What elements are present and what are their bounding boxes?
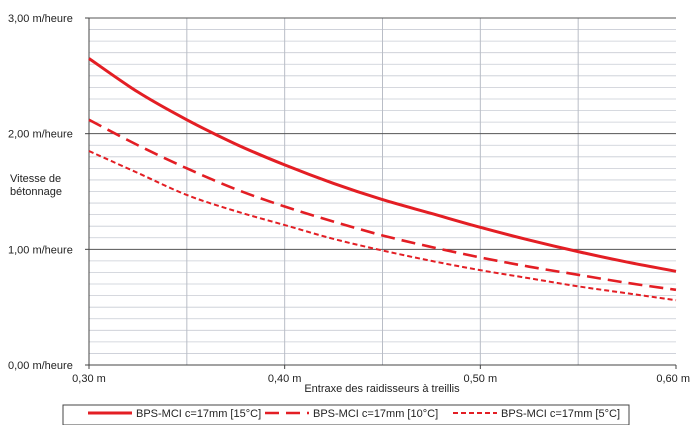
- series-line-3: [88, 150, 677, 302]
- legend-label-1: BPS-MCI c=17mm [15°C]: [136, 408, 261, 420]
- y-tick-label: 0,00 m/heure: [8, 360, 73, 372]
- minor-grid: [89, 18, 676, 365]
- axes: [85, 17, 677, 369]
- series-line-1: [88, 57, 677, 273]
- series-layer: [88, 57, 677, 302]
- y-tick-label: 1,00 m/heure: [8, 244, 73, 256]
- legend: BPS-MCI c=17mm [15°C] BPS-MCI c=17mm [10°…: [62, 404, 630, 425]
- legend-label-3: BPS-MCI c=17mm [5°C]: [501, 408, 620, 420]
- legend-label-2: BPS-MCI c=17mm [10°C]: [313, 408, 438, 420]
- x-tick-labels: 0,30 m 0,40 m 0,50 m 0,60 m: [72, 373, 690, 385]
- x-tick-label: 0,30 m: [72, 373, 106, 385]
- x-tick-label: 0,60 m: [656, 373, 690, 385]
- y-tick-label: 2,00 m/heure: [8, 129, 73, 141]
- x-tick-label: 0,50 m: [464, 373, 498, 385]
- legend-box: [62, 404, 630, 425]
- y-tick-labels: 0,00 m/heure 1,00 m/heure 2,00 m/heure 3,00…: [8, 13, 73, 372]
- series-line-2: [88, 118, 677, 292]
- x-tick-label: 0,40 m: [268, 373, 302, 385]
- y-axis-title-line-1: Vitesse de: [10, 173, 61, 185]
- x-axis-title: Entraxe des raidisseurs à treillis: [304, 383, 460, 395]
- y-axis-title-line-2: bétonnage: [10, 186, 62, 198]
- y-tick-label: 3,00 m/heure: [8, 13, 73, 25]
